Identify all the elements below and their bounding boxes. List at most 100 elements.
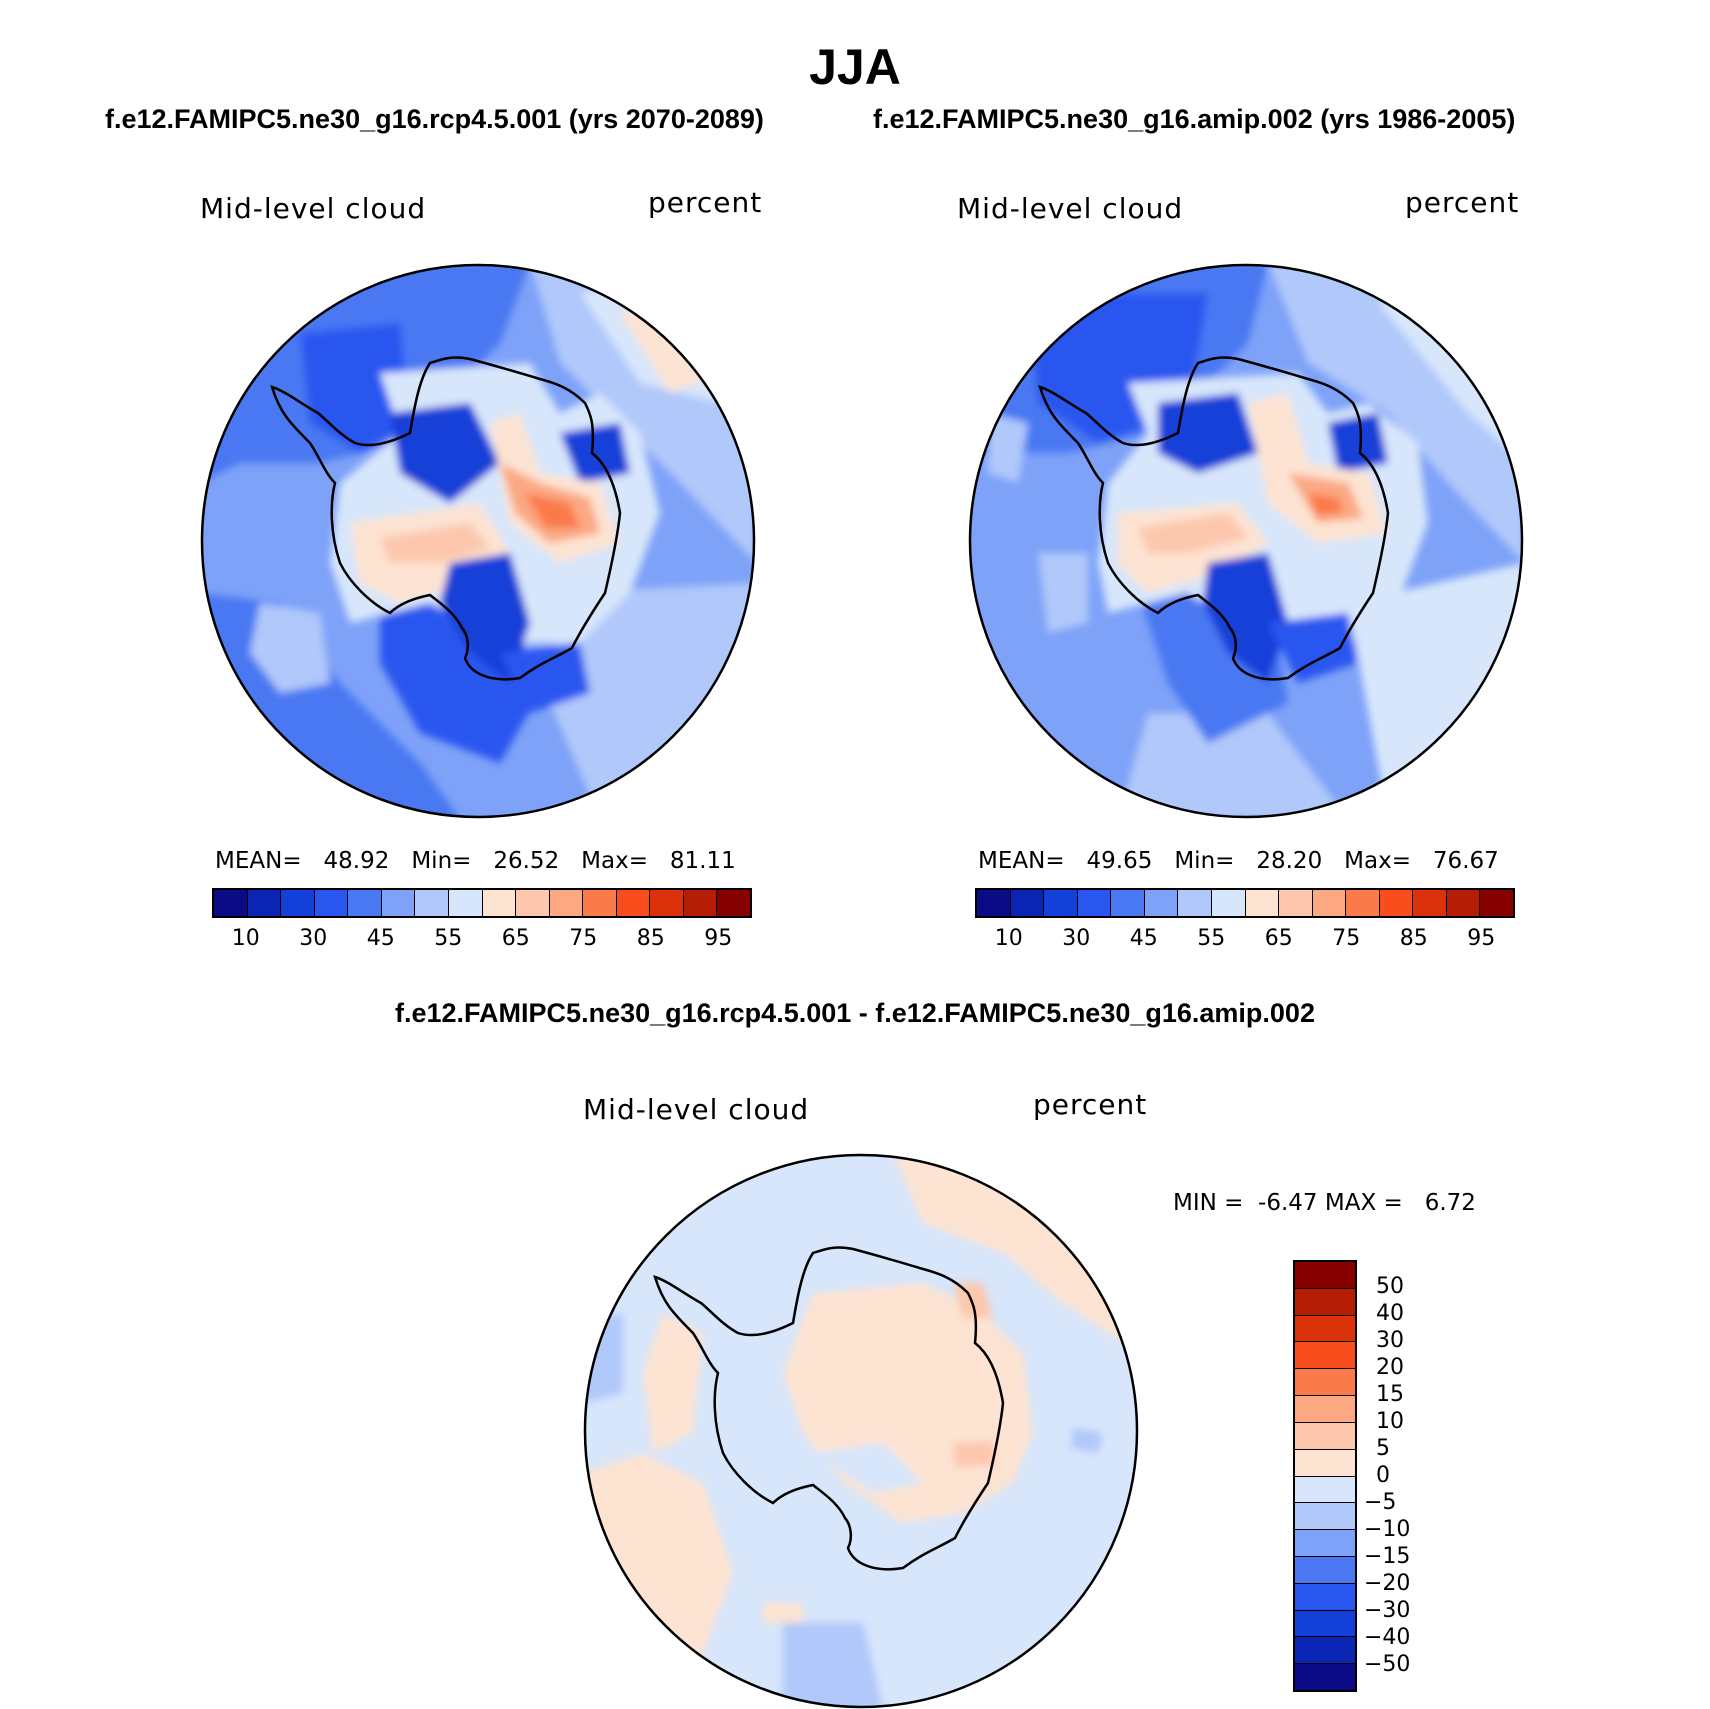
left-colorbar-swatch xyxy=(516,890,550,916)
left-colorbar-swatch xyxy=(583,890,617,916)
right-colorbar-tick-label: 45 xyxy=(1129,926,1158,951)
right-min-value: 28.20 xyxy=(1256,848,1323,874)
left-colorbar-tick-label: 65 xyxy=(501,926,530,951)
diff-colorbar xyxy=(1293,1260,1357,1692)
diff-colorbar-swatch xyxy=(1295,1422,1355,1450)
diff-colorbar-tick-label: −40 xyxy=(1364,1625,1411,1650)
right-colorbar-tick-label: 95 xyxy=(1467,926,1496,951)
diff-colorbar-swatch xyxy=(1295,1396,1355,1423)
diff-units-label: percent xyxy=(1033,1088,1148,1121)
right-colorbar-swatch xyxy=(1480,890,1513,916)
left-colorbar-swatch xyxy=(448,890,483,916)
right-colorbar-tick-label: 30 xyxy=(1062,926,1091,951)
diff-colorbar-tick-label: 30 xyxy=(1376,1328,1404,1353)
left-colorbar xyxy=(212,888,752,918)
right-colorbar-tick-label: 75 xyxy=(1332,926,1361,951)
left-colorbar-tick-label: 30 xyxy=(299,926,328,951)
right-colorbar-tick-label: 85 xyxy=(1399,926,1428,951)
right-colorbar-tick-label: 55 xyxy=(1197,926,1226,951)
right-min-label: Min= xyxy=(1174,848,1235,874)
right-colorbar xyxy=(975,888,1515,918)
right-colorbar-swatch xyxy=(977,890,1011,916)
right-max-label: Max= xyxy=(1344,848,1411,874)
left-colorbar-tick-label: 85 xyxy=(636,926,665,951)
diff-colorbar-swatch xyxy=(1295,1369,1355,1397)
left-min-label: Min= xyxy=(411,848,472,874)
diff-colorbar-swatch xyxy=(1295,1315,1355,1343)
difference-polar-map xyxy=(583,1153,1139,1709)
right-colorbar-swatch xyxy=(1044,890,1078,916)
right-colorbar-tick-label: 65 xyxy=(1264,926,1293,951)
diff-colorbar-tick-label: −5 xyxy=(1364,1490,1397,1515)
left-colorbar-tick-label: 55 xyxy=(434,926,463,951)
diff-colorbar-swatch xyxy=(1295,1583,1355,1611)
left-variable-label: Mid-level cloud xyxy=(200,192,427,225)
right-colorbar-swatch xyxy=(1279,890,1313,916)
left-colorbar-swatch xyxy=(381,890,416,916)
right-colorbar-swatch xyxy=(1077,890,1112,916)
left-colorbar-swatch xyxy=(348,890,382,916)
diff-colorbar-swatch xyxy=(1295,1476,1355,1504)
right-units-label: percent xyxy=(1405,186,1520,219)
diff-colorbar-swatch xyxy=(1295,1664,1355,1690)
left-stats: MEAN= 48.92 Min= 26.52 Max= 81.11 xyxy=(215,848,736,874)
left-min-value: 26.52 xyxy=(493,848,560,874)
diff-colorbar-tick-label: 20 xyxy=(1376,1355,1404,1380)
right-colorbar-swatch xyxy=(1111,890,1145,916)
diff-variable-label: Mid-level cloud xyxy=(583,1093,810,1126)
left-max-value: 81.11 xyxy=(669,848,736,874)
right-colorbar-swatch xyxy=(1379,890,1414,916)
right-colorbar-swatch xyxy=(1211,890,1246,916)
left-colorbar-swatch xyxy=(650,890,684,916)
left-polar-map xyxy=(200,263,756,819)
diff-colorbar-swatch xyxy=(1295,1342,1355,1370)
diff-colorbar-tick-label: 0 xyxy=(1376,1463,1390,1488)
diff-colorbar-tick-label: −15 xyxy=(1364,1544,1411,1569)
left-colorbar-tick-label: 45 xyxy=(366,926,395,951)
diff-stats: MIN = -6.47 MAX = 6.72 xyxy=(1173,1190,1476,1216)
left-colorbar-swatch xyxy=(281,890,315,916)
right-colorbar-swatch xyxy=(1346,890,1380,916)
diff-colorbar-tick-label: 10 xyxy=(1376,1409,1404,1434)
diff-colorbar-swatch xyxy=(1295,1503,1355,1531)
right-colorbar-swatch xyxy=(1312,890,1347,916)
left-colorbar-tick-label: 75 xyxy=(569,926,598,951)
right-stats: MEAN= 49.65 Min= 28.20 Max= 76.67 xyxy=(978,848,1499,874)
left-colorbar-tick-label: 10 xyxy=(231,926,260,951)
right-max-value: 76.67 xyxy=(1432,848,1499,874)
diff-colorbar-tick-label: 50 xyxy=(1376,1274,1404,1299)
diff-colorbar-swatch xyxy=(1295,1637,1355,1665)
left-case-title: f.e12.FAMIPC5.ne30_g16.rcp4.5.001 (yrs 2… xyxy=(105,104,764,134)
right-colorbar-swatch xyxy=(1446,890,1481,916)
left-units-label: percent xyxy=(648,186,763,219)
difference-title: f.e12.FAMIPC5.ne30_g16.rcp4.5.001 - f.e1… xyxy=(395,998,1315,1028)
diff-colorbar-swatch xyxy=(1295,1610,1355,1638)
left-max-label: Max= xyxy=(581,848,648,874)
diff-colorbar-tick-label: −10 xyxy=(1364,1517,1411,1542)
left-colorbar-swatch xyxy=(683,890,718,916)
diff-min-value: -6.47 xyxy=(1258,1190,1318,1216)
right-colorbar-swatch xyxy=(1245,890,1280,916)
right-colorbar-swatch xyxy=(1010,890,1045,916)
right-mean-label: MEAN= xyxy=(978,848,1065,874)
left-colorbar-swatch xyxy=(314,890,349,916)
diff-colorbar-swatch xyxy=(1295,1288,1355,1316)
right-colorbar-swatch xyxy=(1144,890,1179,916)
diff-colorbar-tick-label: 5 xyxy=(1376,1436,1390,1461)
left-colorbar-swatch xyxy=(482,890,517,916)
diff-colorbar-swatch xyxy=(1295,1556,1355,1584)
diff-max-label: MAX = xyxy=(1324,1190,1403,1216)
diff-colorbar-tick-label: −20 xyxy=(1364,1571,1411,1596)
diff-colorbar-tick-label: −30 xyxy=(1364,1598,1411,1623)
left-colorbar-swatch xyxy=(616,890,651,916)
right-mean-value: 49.65 xyxy=(1086,848,1153,874)
right-case-title: f.e12.FAMIPC5.ne30_g16.amip.002 (yrs 198… xyxy=(873,104,1516,134)
left-colorbar-swatch xyxy=(214,890,248,916)
diff-colorbar-swatch xyxy=(1295,1530,1355,1557)
left-mean-value: 48.92 xyxy=(323,848,390,874)
diff-colorbar-swatch xyxy=(1295,1449,1355,1477)
diff-colorbar-tick-label: 15 xyxy=(1376,1382,1404,1407)
left-colorbar-swatch xyxy=(717,890,750,916)
right-colorbar-swatch xyxy=(1178,890,1212,916)
diff-max-value: 6.72 xyxy=(1424,1190,1476,1216)
